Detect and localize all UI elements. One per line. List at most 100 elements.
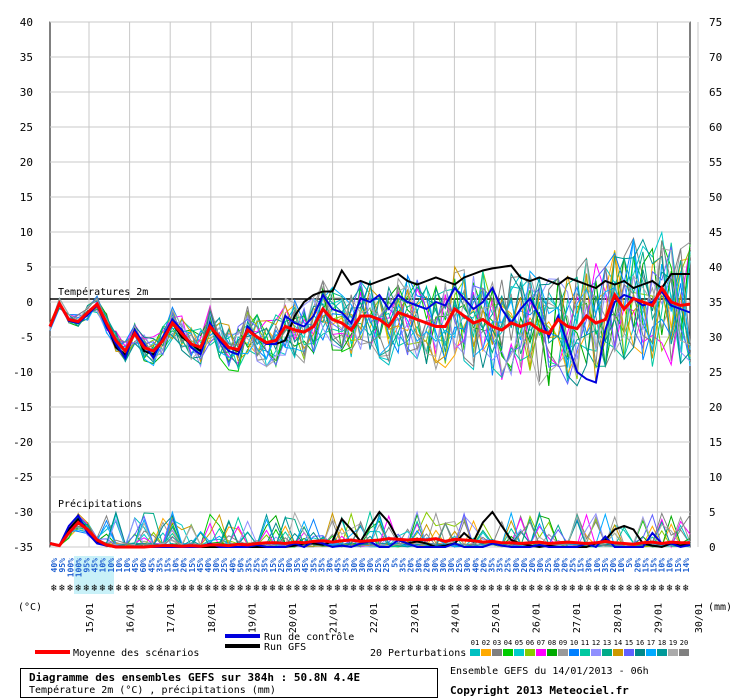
snowflake-icon: ❄: [545, 583, 552, 594]
precip-probability-label: 95%: [82, 558, 91, 573]
precip-probability-label: 5%: [625, 558, 634, 568]
snowflake-icon: ❄: [513, 583, 520, 594]
precip-probability-label: 10%: [658, 558, 667, 573]
left-tick-label: -15: [13, 401, 33, 414]
snowflake-icon: ❄: [173, 583, 180, 594]
right-tick-label: 70: [709, 51, 722, 64]
right-tick-label: 75: [709, 16, 722, 29]
snowflake-icon: ❄: [497, 583, 504, 594]
precip-probability-label: 30%: [585, 558, 594, 573]
precip-probability-label: 45%: [147, 558, 156, 573]
precip-probability-label: 45%: [91, 558, 100, 573]
snowflake-icon: ❄: [634, 583, 641, 594]
snowflake-icon: ❄: [254, 583, 261, 594]
snowflake-icon: ❄: [189, 583, 196, 594]
snowflake-icon: ❄: [529, 583, 536, 594]
perturbation-id-label: 01: [471, 639, 479, 647]
precip-probability-label: 40%: [50, 558, 59, 573]
snowflake-icon: ❄: [610, 583, 617, 594]
precip-probability-label: 100%: [74, 558, 83, 577]
right-tick-label: 40: [709, 261, 722, 274]
snowflake-icon: ❄: [391, 583, 398, 594]
mean-temp-line: [48, 285, 691, 354]
legend-mean-label: Moyenne des scénarios: [73, 647, 199, 659]
perturbation-temp-line: [49, 269, 691, 387]
perturbation-swatch: [613, 649, 623, 656]
precip-probability-label: 25%: [569, 558, 578, 573]
snowflake-icon: ❄: [383, 583, 390, 594]
x-date-label: 20/01: [288, 603, 299, 633]
snowflake-icon: ❄: [505, 583, 512, 594]
snowflake-icon: ❄: [489, 583, 496, 594]
copyright: Copyright 2013 Meteociel.fr: [450, 684, 629, 697]
snowflake-icon: ❄: [237, 583, 244, 594]
snowflake-icon: ❄: [659, 583, 666, 594]
temp-panel-label: Températures 2m: [58, 286, 148, 298]
precip-probability-label: 45%: [131, 558, 140, 573]
x-date-label: 27/01: [572, 603, 583, 633]
precip-probability-label: 45%: [334, 558, 343, 573]
precip-probability-label: 30%: [212, 558, 221, 573]
precip-probability-label: 10%: [115, 558, 124, 573]
mean-precip-line: [49, 520, 690, 549]
precip-probability-label: 15%: [641, 558, 650, 573]
precip-probability-label: 25%: [504, 558, 513, 573]
snowflake-icon: ❄: [92, 583, 99, 594]
precip-probability-label: 20%: [407, 558, 416, 573]
precip-probability-label: 30%: [358, 558, 367, 573]
perturbation-temp-line: [49, 248, 691, 387]
chart-title: Diagramme des ensembles GEFS sur 384h : …: [29, 671, 361, 684]
x-date-label: 18/01: [207, 603, 218, 633]
left-tick-label: 35: [20, 51, 33, 64]
perturbation-swatch: [635, 649, 645, 656]
snowflake-icon: ❄: [651, 583, 658, 594]
perturbation-id-label: 03: [493, 639, 501, 647]
snowflake-icon: ❄: [456, 583, 463, 594]
precip-probability-label: 35%: [244, 558, 253, 573]
snowflake-icon: ❄: [578, 583, 585, 594]
perturbation-swatch: [558, 649, 568, 656]
perturbation-id-label: 19: [669, 639, 677, 647]
snowflake-icon: ❄: [221, 583, 228, 594]
perturbation-id-label: 10: [570, 639, 578, 647]
x-date-label: 23/01: [410, 603, 421, 633]
precip-probability-label: 20%: [528, 558, 537, 573]
precip-probability-label: 35%: [309, 558, 318, 573]
snowflake-icon: ❄: [399, 583, 406, 594]
precip-probability-label: 10%: [123, 558, 132, 573]
precip-probability-label: 20%: [633, 558, 642, 573]
right-tick-label: 25: [709, 366, 722, 379]
precip-probability-label: 30%: [463, 558, 472, 573]
snowflake-icon: ❄: [683, 583, 690, 594]
precip-probability-label: 20%: [520, 558, 529, 573]
snowflake-icon: ❄: [197, 583, 204, 594]
left-tick-label: -30: [13, 506, 33, 519]
snowflake-icon: ❄: [343, 583, 350, 594]
precip-probability-label: 15%: [163, 558, 172, 573]
precip-probability-label: 15%: [674, 558, 683, 573]
chart-title-box: Diagramme des ensembles GEFS sur 384h : …: [20, 668, 438, 698]
perturbation-swatch: [679, 649, 689, 656]
perturbation-id-label: 12: [592, 639, 600, 647]
precip-probability-label: 30%: [536, 558, 545, 573]
perturbation-swatch: [602, 649, 612, 656]
precip-probability-label: 35%: [496, 558, 505, 573]
perturbation-swatch: [657, 649, 667, 656]
perturbation-id-label: 08: [548, 639, 556, 647]
left-tick-label: 40: [20, 16, 33, 29]
x-date-label: 25/01: [491, 603, 502, 633]
right-tick-label: 20: [709, 401, 722, 414]
snowflake-icon: ❄: [586, 583, 593, 594]
snowflake-icon: ❄: [432, 583, 439, 594]
precip-probability-label: 30%: [350, 558, 359, 573]
perturbation-swatch: [470, 649, 480, 656]
snowflake-icon: ❄: [675, 583, 682, 594]
perturbation-id-label: 11: [581, 639, 589, 647]
legend-gfs-label: Run GFS: [264, 642, 306, 653]
perturbation-id-label: 06: [526, 639, 534, 647]
precip-panel-label: Précipitations: [58, 498, 142, 510]
snowflake-icon: ❄: [310, 583, 317, 594]
main-series: [48, 264, 691, 549]
precip-probability-label: 10%: [107, 558, 116, 573]
